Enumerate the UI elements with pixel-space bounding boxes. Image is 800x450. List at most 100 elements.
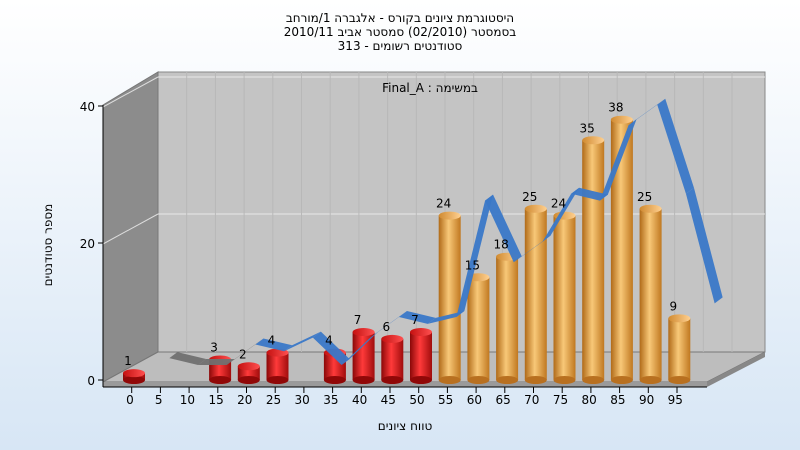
bar-base xyxy=(352,376,375,384)
bar xyxy=(668,314,691,384)
x-tick-label: 85 xyxy=(610,393,625,407)
bar-base xyxy=(438,376,461,384)
trend-segment xyxy=(169,352,207,365)
x-tick-label: 5 xyxy=(155,393,163,407)
trend-segment xyxy=(370,311,407,338)
bar-body xyxy=(410,332,432,380)
bar-value-label: 6 xyxy=(382,320,390,334)
trend-segment xyxy=(628,98,666,126)
x-tick-label: 40 xyxy=(352,393,367,407)
y-tick-label: 0 xyxy=(87,374,95,388)
bar xyxy=(352,328,375,384)
bar-value-label: 18 xyxy=(493,238,508,252)
bar-top xyxy=(237,362,260,371)
bar-base xyxy=(323,376,346,384)
bar-value-label: 25 xyxy=(637,190,652,204)
bar-base xyxy=(381,376,404,384)
bar-body xyxy=(438,215,461,380)
bar-value-label: 3 xyxy=(210,340,218,354)
bar-base xyxy=(496,376,519,384)
bar-body xyxy=(266,352,289,380)
trend-segment xyxy=(571,187,608,201)
bar-body xyxy=(496,256,519,380)
bar-body xyxy=(553,215,576,380)
y-tick-label: 20 xyxy=(80,237,95,251)
bar-value-label: 24 xyxy=(551,197,566,211)
x-tick-label: 80 xyxy=(582,393,597,407)
trend-segment xyxy=(341,331,379,365)
x-tick-label: 10 xyxy=(180,393,195,407)
plot-left-wall xyxy=(102,71,159,383)
bar-top xyxy=(410,328,432,337)
trend-segment xyxy=(542,187,580,242)
trend-segment xyxy=(456,194,494,318)
grid-diagonal-20 xyxy=(102,213,159,245)
bar-top xyxy=(582,136,605,145)
x-tick-label: 35 xyxy=(323,393,338,407)
bar-base xyxy=(123,376,145,384)
axes: 0 20 40 0 5 10 15 20 25 30 35 40 45 50 55 60 65 70 75 80 85 9… xyxy=(80,100,707,407)
bar-value-label: 4 xyxy=(325,334,333,348)
trend-segment xyxy=(226,338,264,365)
y-axis-label: מספר סטודנטים xyxy=(41,204,55,287)
bar-base xyxy=(237,376,260,384)
bar-body xyxy=(467,277,490,380)
bar-top xyxy=(352,328,375,337)
bar-base xyxy=(610,376,633,384)
bars xyxy=(123,115,691,384)
bar-value-label: 7 xyxy=(411,313,419,327)
bar-body xyxy=(668,318,691,380)
bar xyxy=(381,334,404,384)
bar-base xyxy=(524,376,547,384)
x-axis-label: טווח ציונים xyxy=(378,419,433,433)
bar-body xyxy=(524,208,547,380)
bar xyxy=(582,136,605,384)
bar-base xyxy=(582,376,605,384)
bar-body xyxy=(639,208,662,380)
bar-top xyxy=(668,314,691,323)
x-tick-label: 25 xyxy=(266,393,281,407)
bar-value-label: 38 xyxy=(608,101,623,115)
bar-value-label: 15 xyxy=(465,258,480,272)
chart-title-line-3: 313 - סטודנטים רשומים xyxy=(338,39,463,53)
bar-value-label: 9 xyxy=(669,299,677,313)
trend-segment xyxy=(513,235,551,263)
bar-base xyxy=(639,376,662,384)
x-tick-label: 50 xyxy=(409,393,424,407)
trend-segment xyxy=(485,194,522,263)
bar-top xyxy=(610,115,633,124)
plot-floor xyxy=(102,351,766,383)
trend-segment xyxy=(685,187,723,304)
bar-base xyxy=(410,376,432,384)
bar xyxy=(266,348,289,384)
grid-diagonal-40 xyxy=(102,76,159,108)
trend-ribbon xyxy=(169,98,723,365)
bar-value-label: 35 xyxy=(580,121,595,135)
trend-segment xyxy=(599,119,637,201)
x-tick-label: 95 xyxy=(668,393,683,407)
bar-top xyxy=(639,204,662,213)
bar-base xyxy=(467,376,490,384)
trend-segment xyxy=(312,331,350,365)
x-tick-label: 60 xyxy=(467,393,482,407)
bar-body xyxy=(381,338,404,380)
trend-segment xyxy=(398,311,436,324)
task-annotation: Final_A : במשימה xyxy=(382,81,478,95)
x-tick-label: 15 xyxy=(208,393,223,407)
x-tick-label: 45 xyxy=(381,393,396,407)
bar xyxy=(639,204,662,384)
trend-segment xyxy=(255,338,293,352)
bar-base xyxy=(553,376,576,384)
bar-value-label: 25 xyxy=(522,190,537,204)
bar xyxy=(467,273,490,384)
x-tick-label: 0 xyxy=(126,393,134,407)
bar xyxy=(438,211,461,384)
x-tick-label: 90 xyxy=(639,393,654,407)
x-tick-label: 55 xyxy=(438,393,453,407)
bar-base xyxy=(209,376,232,384)
chart-title-line-1: היסטוגרמת ציונים בקורס - אלגברה 1/מורחב xyxy=(286,11,514,25)
bar xyxy=(524,204,547,384)
y-tick-label: 40 xyxy=(80,100,95,114)
